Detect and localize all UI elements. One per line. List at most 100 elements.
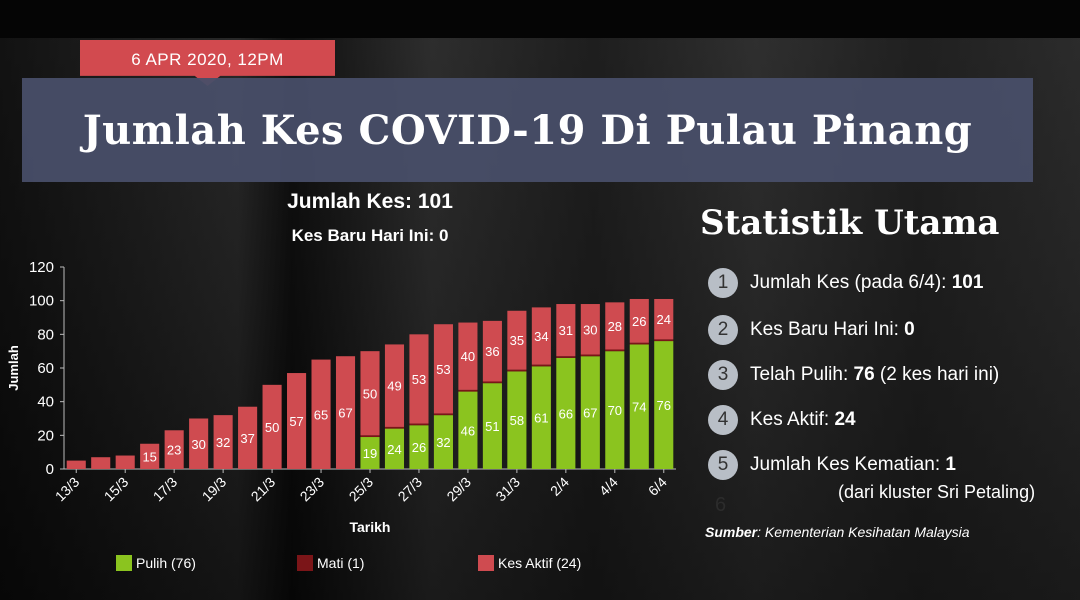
stat-label: Kes Baru Hari Ini: <box>750 319 905 340</box>
stat-item-3: 3 Telah Pulih: 76 (2 kes hari ini) <box>708 360 999 390</box>
bar-mati <box>384 426 405 429</box>
y-tick-label: 100 <box>29 293 54 310</box>
bar-aktif <box>605 302 625 350</box>
x-tick-label: 4/4 <box>596 474 621 499</box>
data-label-pulih: 19 <box>363 446 377 461</box>
data-label-aktif: 30 <box>583 322 597 337</box>
bar-aktif <box>629 298 649 343</box>
bar-pulih <box>507 371 527 469</box>
stat-value: 101 <box>951 272 984 293</box>
bar-aktif <box>311 359 331 469</box>
y-axis-title: Jumlah <box>6 345 21 391</box>
data-label-aktif: 31 <box>559 323 573 338</box>
bar-aktif <box>458 322 478 390</box>
bar-aktif <box>409 334 429 424</box>
legend-label-aktif: Kes Aktif (24) <box>498 555 582 571</box>
bar-mati <box>482 381 502 384</box>
bar-mati <box>360 435 380 438</box>
data-label-aktif: 67 <box>338 406 352 421</box>
bar-pulih <box>433 415 453 469</box>
data-label-aktif: 15 <box>142 449 156 464</box>
bar-mati <box>409 423 429 426</box>
stat-value: 76 <box>853 364 875 385</box>
x-tick-label: 15/3 <box>101 474 132 505</box>
x-tick-label: 6/4 <box>645 474 670 499</box>
stat-text: Jumlah Kes Kematian: 1 <box>750 454 956 476</box>
source-text: : Kementerian Kesihatan Malaysia <box>757 524 970 540</box>
data-label-pulih: 58 <box>510 413 524 428</box>
stat-extra: (2 kes hari ini) <box>874 364 1000 385</box>
chart-total-cases: Jumlah Kes: 101 <box>287 190 453 213</box>
bar-aktif <box>556 304 576 357</box>
data-label-pulih: 61 <box>534 411 548 426</box>
bar-aktif <box>335 356 356 469</box>
top-bar <box>0 0 1080 38</box>
data-label-aktif: 36 <box>485 344 499 359</box>
bar-mati <box>507 369 527 372</box>
stat-item-4: 4 Kes Aktif: 24 <box>708 405 856 435</box>
data-label-pulih: 76 <box>657 398 671 413</box>
bar-pulih <box>384 428 405 469</box>
x-tick-label: 17/3 <box>150 474 181 505</box>
source-note: Sumber: Kementerian Kesihatan Malaysia <box>705 524 970 540</box>
data-label-aktif: 28 <box>608 319 622 334</box>
data-label-aktif: 37 <box>240 431 254 446</box>
x-tick-label: 25/3 <box>346 474 377 505</box>
stat-value: 24 <box>834 409 856 430</box>
title-band: Jumlah Kes COVID-19 Di Pulau Pinang <box>22 78 1033 182</box>
bar-mati <box>580 354 600 357</box>
bar-mati <box>531 364 551 367</box>
legend-swatch-mati <box>297 555 313 571</box>
legend-swatch-pulih <box>116 555 132 571</box>
data-label-pulih: 66 <box>559 406 573 421</box>
bar-aktif <box>189 418 209 469</box>
data-label-pulih: 51 <box>485 419 499 434</box>
data-label-aktif: 35 <box>510 333 524 348</box>
bar-mati <box>458 389 478 392</box>
page-title: Jumlah Kes COVID-19 Di Pulau Pinang <box>82 106 973 154</box>
legend-swatch-aktif <box>478 555 494 571</box>
bar-aktif <box>91 457 111 469</box>
bar-pulih <box>629 344 649 469</box>
stat-text: Jumlah Kes (pada 6/4): 101 <box>750 272 983 294</box>
data-label-aktif: 26 <box>632 314 646 329</box>
bar-pulih <box>482 383 502 469</box>
side-title: Statistik Utama <box>700 203 1000 243</box>
bar-aktif <box>238 406 258 469</box>
bar-mati <box>433 413 453 416</box>
bar-aktif <box>115 455 135 469</box>
bar-aktif <box>140 443 160 469</box>
chart-new-cases: Kes Baru Hari Ini: 0 <box>291 226 449 245</box>
y-tick-label: 40 <box>37 394 54 411</box>
stat-number-badge: 3 <box>708 360 738 390</box>
data-label-aktif: 23 <box>167 443 181 458</box>
bar-aktif <box>262 384 282 469</box>
stat-item-2: 2 Kes Baru Hari Ini: 0 <box>708 315 915 345</box>
stat-number-badge: 2 <box>708 315 738 345</box>
bar-aktif <box>213 415 233 469</box>
y-tick-label: 20 <box>37 427 54 444</box>
data-label-pulih: 74 <box>632 400 646 415</box>
bar-mati <box>654 339 674 342</box>
x-tick-label: 19/3 <box>199 474 230 505</box>
data-label-pulih: 24 <box>387 442 401 457</box>
stat-text: Kes Baru Hari Ini: 0 <box>750 319 915 341</box>
stat-number-badge: 4 <box>708 405 738 435</box>
bar-aktif <box>164 430 184 469</box>
bar-pulih <box>556 357 576 469</box>
data-label-aktif: 53 <box>436 362 450 377</box>
bar-aktif <box>287 373 307 469</box>
bar-aktif <box>654 298 674 340</box>
bar-pulih <box>605 351 625 469</box>
legend-label-mati: Mati (1) <box>317 555 365 571</box>
data-label-pulih: 67 <box>583 406 597 421</box>
stat-item-5: 5 Jumlah Kes Kematian: 1 <box>708 450 956 480</box>
bar-pulih <box>409 425 429 469</box>
date-label: 6 APR 2020, 12PM <box>131 50 284 69</box>
stat-value: 1 <box>945 454 956 475</box>
bar-aktif <box>482 320 502 382</box>
legend-item-pulih: Pulih (76) <box>116 555 196 571</box>
bar-pulih <box>531 366 551 469</box>
bar-pulih <box>580 356 600 469</box>
data-label-aktif: 34 <box>534 329 548 344</box>
